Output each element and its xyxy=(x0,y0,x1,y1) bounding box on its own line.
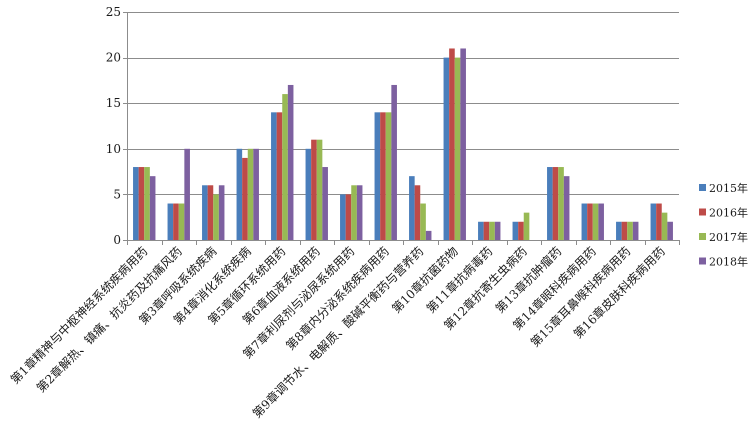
legend-label: 2015年 xyxy=(709,181,748,195)
bar-2015年-11 xyxy=(478,221,484,240)
bar-2017年-13 xyxy=(558,167,564,240)
bar-2015年-15 xyxy=(616,221,622,240)
bar-2018年-13 xyxy=(563,176,570,240)
bar-2016年-10 xyxy=(449,48,455,241)
legend-swatch xyxy=(699,233,706,240)
bar-2017年-7 xyxy=(351,185,357,240)
bar-2018年-11 xyxy=(494,221,501,240)
bar-2015年-10 xyxy=(443,57,450,240)
bar-2017年-14 xyxy=(592,203,599,240)
bar-2018年-3 xyxy=(218,185,225,240)
legend: 2015年 2016年 2017年 2018年 xyxy=(699,181,748,269)
bar-2015年-4 xyxy=(236,148,243,240)
bar-2017年-16 xyxy=(661,212,668,240)
bar-2017年-6 xyxy=(316,139,323,240)
bar-2016年-14 xyxy=(587,203,593,240)
legend-label: 2016年 xyxy=(709,206,748,220)
bar-2015年-1 xyxy=(133,167,139,240)
bar-2015年-16 xyxy=(650,203,657,240)
axes xyxy=(123,12,680,245)
bar-2015年-8 xyxy=(374,112,381,240)
bar-2017年-5 xyxy=(282,94,288,240)
bar-2018年-14 xyxy=(598,203,604,240)
legend-swatch xyxy=(699,257,706,265)
bar-2016年-12 xyxy=(518,221,524,240)
bar-2015年-2 xyxy=(167,203,174,240)
bar-2016年-13 xyxy=(552,167,559,240)
bar-2016年-2 xyxy=(173,203,179,240)
bar-2016年-11 xyxy=(483,221,490,240)
bar-2017年-3 xyxy=(213,194,219,240)
bars xyxy=(133,48,673,241)
bar-2017年-12 xyxy=(523,212,530,240)
bar-2015年-9 xyxy=(409,176,415,240)
bar-2015年-13 xyxy=(547,167,553,240)
y-tick-label: 20 xyxy=(106,51,121,65)
legend-label: 2017年 xyxy=(709,230,748,244)
bar-2017年-8 xyxy=(385,112,392,240)
bar-2017年-1 xyxy=(144,167,150,240)
bar-2017年-10 xyxy=(454,57,461,240)
bar-2018年-6 xyxy=(322,167,328,240)
bar-2018年-7 xyxy=(356,185,363,240)
bar-2016年-9 xyxy=(414,185,421,240)
bar-2016年-6 xyxy=(311,139,317,240)
bar-2016年-5 xyxy=(276,112,283,240)
y-tick-label: 10 xyxy=(106,142,121,156)
bar-2016年-15 xyxy=(621,221,628,240)
bar-2018年-4 xyxy=(253,148,259,240)
gridlines xyxy=(127,12,679,195)
bar-2015年-6 xyxy=(305,148,312,240)
bar-2016年-3 xyxy=(207,185,214,240)
bar-2018年-2 xyxy=(184,148,190,240)
bar-2018年-8 xyxy=(391,84,397,241)
bar-2017年-9 xyxy=(420,203,426,240)
bar-2017年-15 xyxy=(627,221,633,240)
bar-2018年-15 xyxy=(632,221,639,240)
bar-2015年-14 xyxy=(581,203,588,240)
x-axis-category-labels: 第1章精神与中枢神经系统疾病用药第2章解热、镇痛、抗炎药及抗痛风药第3章呼吸系统… xyxy=(7,244,668,421)
x-category-label: 第1章精神与中枢神经系统疾病用药 xyxy=(7,244,150,387)
bar-2015年-3 xyxy=(202,185,208,240)
bar-2015年-12 xyxy=(512,221,519,240)
bar-2018年-1 xyxy=(149,176,156,240)
x-category-label: 第2章解热、镇痛、抗炎药及抗痛风药 xyxy=(33,244,185,396)
legend-label: 2018年 xyxy=(709,255,748,269)
y-tick-label: 15 xyxy=(106,96,121,110)
bar-2016年-8 xyxy=(380,112,386,240)
bar-2017年-4 xyxy=(247,148,254,240)
bar-2016年-1 xyxy=(138,167,145,240)
bar-2018年-16 xyxy=(667,221,673,240)
bar-2016年-7 xyxy=(345,194,352,240)
y-tick-label: 25 xyxy=(106,5,121,19)
legend-swatch xyxy=(699,208,706,216)
bar-2017年-2 xyxy=(178,203,185,240)
bar-2016年-16 xyxy=(656,203,662,240)
bar-2018年-10 xyxy=(460,48,466,241)
bar-2018年-5 xyxy=(287,84,294,241)
y-tick-label: 0 xyxy=(113,233,121,247)
legend-swatch xyxy=(699,184,706,191)
bar-2017年-11 xyxy=(489,221,495,240)
bar-2015年-7 xyxy=(340,194,346,240)
bar-2016年-4 xyxy=(242,157,248,240)
bar-2015年-5 xyxy=(271,112,277,240)
y-axis-tick-labels: 0 5 10 15 20 25 xyxy=(106,5,121,247)
bar-2018年-9 xyxy=(425,230,432,240)
y-tick-label: 5 xyxy=(113,187,121,201)
